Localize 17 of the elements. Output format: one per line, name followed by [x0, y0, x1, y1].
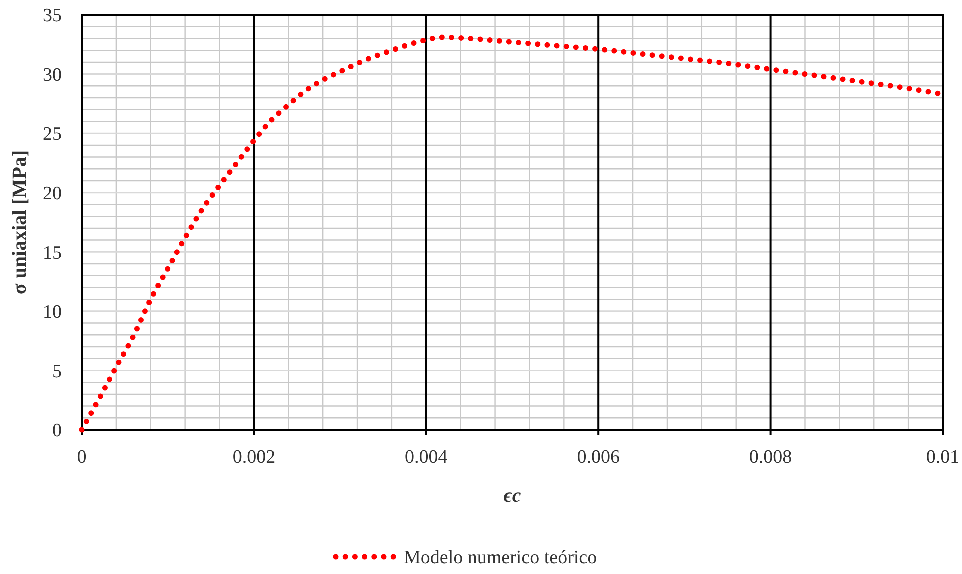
y-tick-label: 30 [43, 64, 62, 86]
y-tick-label: 35 [43, 6, 62, 27]
y-tick-label: 10 [43, 302, 62, 324]
x-tick-label: 0 [77, 447, 87, 468]
y-axis-title: σ uniaxial [MPa] [9, 150, 31, 295]
x-axis-title: ϵc [504, 485, 522, 507]
x-tick-label: 0.004 [405, 447, 448, 468]
y-tick-label: 25 [43, 124, 62, 146]
x-tick-label: 0.008 [749, 447, 792, 468]
y-tick-label: 15 [43, 242, 62, 264]
x-tick-label: 0.002 [232, 447, 276, 468]
legend-label: Modelo numerico teórico [404, 548, 598, 569]
y-tick-label: 20 [43, 184, 62, 205]
x-tick-label: 0.01 [926, 447, 960, 468]
y-tick-label: 5 [52, 361, 62, 382]
x-tick-label: 0.006 [577, 447, 620, 468]
y-tick-label: 0 [52, 420, 62, 442]
